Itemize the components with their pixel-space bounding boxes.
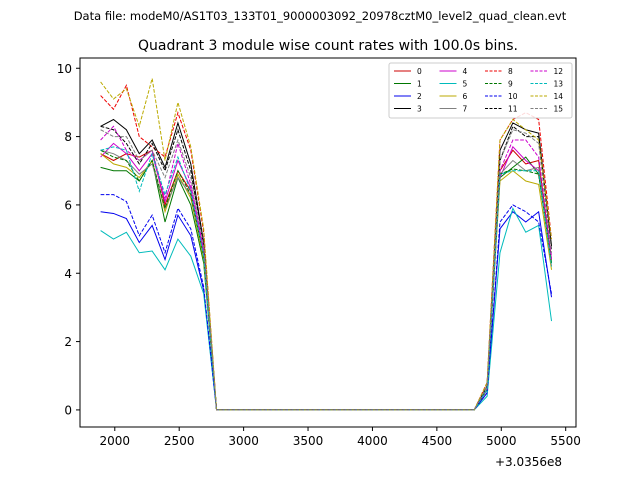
axes-frame [79,57,577,428]
x-tick-label: 5000 [486,434,517,448]
plot-lines [100,78,553,411]
legend-label-6: 6 [463,92,468,101]
series-line-0 [100,149,553,411]
legend-label-13: 13 [554,79,564,88]
y-tick-label: 10 [57,62,72,76]
legend-label-3: 3 [417,104,422,113]
x-tick-label: 4000 [357,434,388,448]
legend-box [388,62,573,119]
series-line-14 [100,78,553,411]
legend-label-14: 14 [554,92,564,101]
chart-title: Quadrant 3 module wise count rates with … [138,38,518,54]
data-file-suptitle: Data file: modeM0/AS1T03_133T01_90000030… [74,9,567,23]
axes-border [79,57,577,428]
x-tick-label: 2500 [164,434,195,448]
series-line-15 [100,129,553,411]
legend-label-4: 4 [463,67,468,76]
legend-label-12: 12 [554,67,564,76]
series-line-3 [100,118,553,411]
y-tick-label: 2 [64,335,72,349]
series-line-7 [100,149,553,411]
series-line-5 [100,207,553,411]
series-line-9 [100,149,553,411]
y-tick-label: 0 [64,403,72,417]
legend-label-1: 1 [417,79,422,88]
legend-label-2: 2 [417,92,422,101]
x-axis-ticks: 2000 2500 3000 3500 4000 4500 5000 5500 [100,427,581,448]
legend-label-15: 15 [554,104,564,113]
x-tick-label: 3000 [228,434,259,448]
series-line-10 [100,194,553,411]
series-line-12 [100,125,553,411]
series-line-11 [100,125,553,411]
legend-label-0: 0 [417,67,422,76]
legend-label-8: 8 [508,67,513,76]
x-axis-offset-label: +3.0356e8 [495,455,562,469]
y-tick-label: 4 [64,267,72,281]
legend-label-9: 9 [508,79,513,88]
legend-label-11: 11 [508,104,518,113]
y-tick-label: 8 [64,130,72,144]
x-tick-label: 3500 [293,434,324,448]
x-tick-label: 4500 [422,434,453,448]
legend-label-5: 5 [463,79,468,88]
x-tick-label: 2000 [100,434,131,448]
series-line-13 [100,146,553,411]
y-axis-ticks: 0 2 4 6 8 10 [57,62,80,417]
legend-label-10: 10 [508,92,518,101]
x-tick-label: 5500 [550,434,581,448]
y-tick-label: 6 [64,198,72,212]
legend-label-7: 7 [463,104,468,113]
